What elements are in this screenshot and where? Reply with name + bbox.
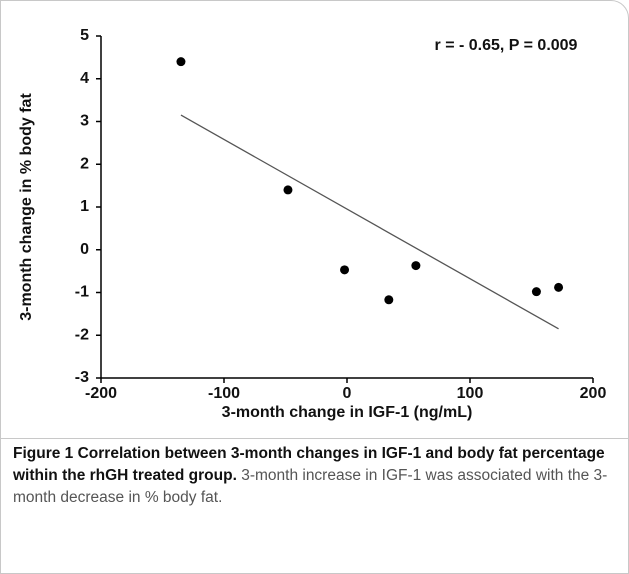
x-tick-label: 200	[580, 385, 607, 402]
point	[531, 287, 541, 297]
caption: Figure 1 Correlation between 3-month cha…	[1, 438, 628, 509]
y-tick-label: -3	[75, 369, 89, 386]
x-tick-label: -200	[85, 385, 117, 402]
y-axis-label: 3-month change in % body fat	[18, 93, 35, 321]
annotation: r = - 0.65, P = 0.009	[435, 37, 578, 54]
point	[411, 261, 421, 271]
y-tick-label: 0	[80, 241, 89, 258]
point	[340, 265, 350, 275]
x-tick-label: -100	[208, 385, 240, 402]
y-tick-label: 1	[80, 198, 89, 215]
y-tick-label: 4	[80, 70, 89, 87]
x-axis-label: 3-month change in IGF-1 (ng/mL)	[222, 404, 473, 421]
caption-title: Figure 1 Correlation between 3-month cha…	[13, 445, 605, 484]
x-tick-label: 100	[457, 385, 484, 402]
point	[384, 295, 394, 305]
y-tick-label: 5	[80, 27, 89, 44]
x-tick-label: 0	[343, 385, 352, 402]
point	[176, 57, 186, 67]
y-tick-label: -1	[75, 284, 89, 301]
point	[554, 282, 564, 292]
y-tick-label: 2	[80, 155, 89, 172]
point	[283, 185, 293, 195]
chart: r = - 0.65, P = 0.009 3-month change in …	[18, 27, 607, 421]
y-tick-label: -2	[75, 326, 89, 343]
trend-line	[180, 114, 559, 330]
caption-text: 3-month increase in IGF-1 was associated…	[13, 467, 608, 506]
y-tick-label: 3	[80, 113, 89, 130]
